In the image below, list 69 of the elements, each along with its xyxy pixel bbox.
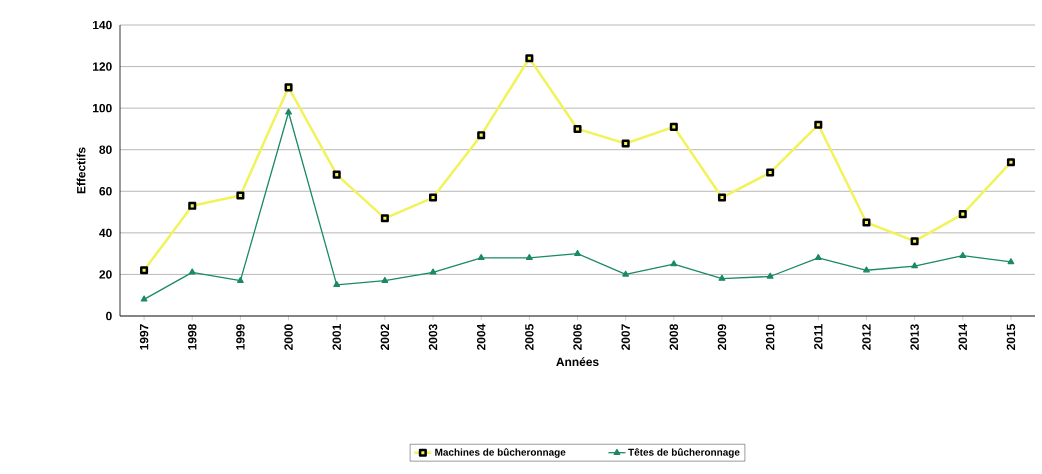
point (863, 266, 870, 273)
point (911, 262, 919, 269)
point (188, 201, 197, 210)
y-tick-label: 100 (93, 103, 112, 113)
x-tick-label: 2007 (621, 324, 630, 350)
x-tick-label: 2003 (428, 324, 438, 350)
point (236, 191, 245, 200)
x-tick-label: 1998 (188, 324, 197, 350)
y-tick-label: 20 (99, 270, 112, 279)
point (621, 139, 630, 148)
point (670, 260, 678, 267)
y-tick-label: 140 (93, 20, 112, 30)
y-tick-label: 0 (106, 311, 112, 321)
point (1007, 258, 1015, 265)
point (477, 253, 485, 261)
x-tick-label: 2002 (380, 324, 390, 350)
x-tick-label: 2015 (1006, 324, 1016, 350)
point (718, 274, 726, 281)
point (140, 266, 149, 275)
point (958, 210, 967, 219)
point (622, 270, 630, 277)
point (381, 276, 389, 283)
point (573, 124, 582, 133)
point (380, 214, 389, 223)
x-tick-label: 2009 (717, 324, 727, 350)
point (910, 237, 919, 246)
y-tick-label: 80 (99, 145, 112, 154)
x-tick-label: 2004 (476, 323, 486, 350)
point (525, 54, 534, 63)
point (574, 249, 581, 256)
point (525, 253, 533, 261)
x-tick-label: 2008 (669, 324, 679, 350)
point (428, 193, 438, 202)
point (814, 120, 823, 129)
point (717, 193, 727, 202)
y-tick-label: 40 (99, 228, 112, 238)
point (669, 122, 678, 131)
point (333, 280, 341, 288)
x-tick-label: 1999 (236, 324, 245, 350)
y-axis-title: Effectifs (76, 147, 86, 194)
point (332, 170, 341, 179)
x-axis-title: Années (556, 357, 599, 367)
x-tick-label: 2005 (525, 324, 534, 350)
point (814, 253, 822, 261)
point (1006, 158, 1015, 167)
point (188, 268, 196, 275)
point (959, 251, 967, 258)
x-tick-label: 2014 (958, 323, 967, 350)
point (429, 268, 437, 275)
point (766, 168, 775, 177)
x-tick-label: 2006 (573, 324, 582, 350)
legend-label: Machines de bûcheronnage (435, 448, 566, 458)
y-tick-label: 60 (99, 187, 112, 196)
x-tick-label: 2010 (765, 324, 775, 350)
x-tick-label: 2011 (814, 324, 823, 350)
point (862, 218, 871, 227)
point (285, 108, 292, 115)
x-tick-label: 1997 (139, 324, 149, 350)
point (284, 83, 293, 92)
legend-label: Têtes de bûcheronnage (628, 448, 740, 458)
x-tick-label: 2000 (284, 324, 293, 350)
point (236, 276, 244, 283)
x-tick-label: 2001 (332, 324, 341, 350)
x-tick-label: 2013 (910, 324, 919, 350)
point (477, 131, 486, 140)
y-tick-label: 120 (93, 62, 112, 71)
x-tick-label: 2012 (862, 324, 871, 350)
point (766, 272, 774, 279)
point (140, 295, 148, 302)
